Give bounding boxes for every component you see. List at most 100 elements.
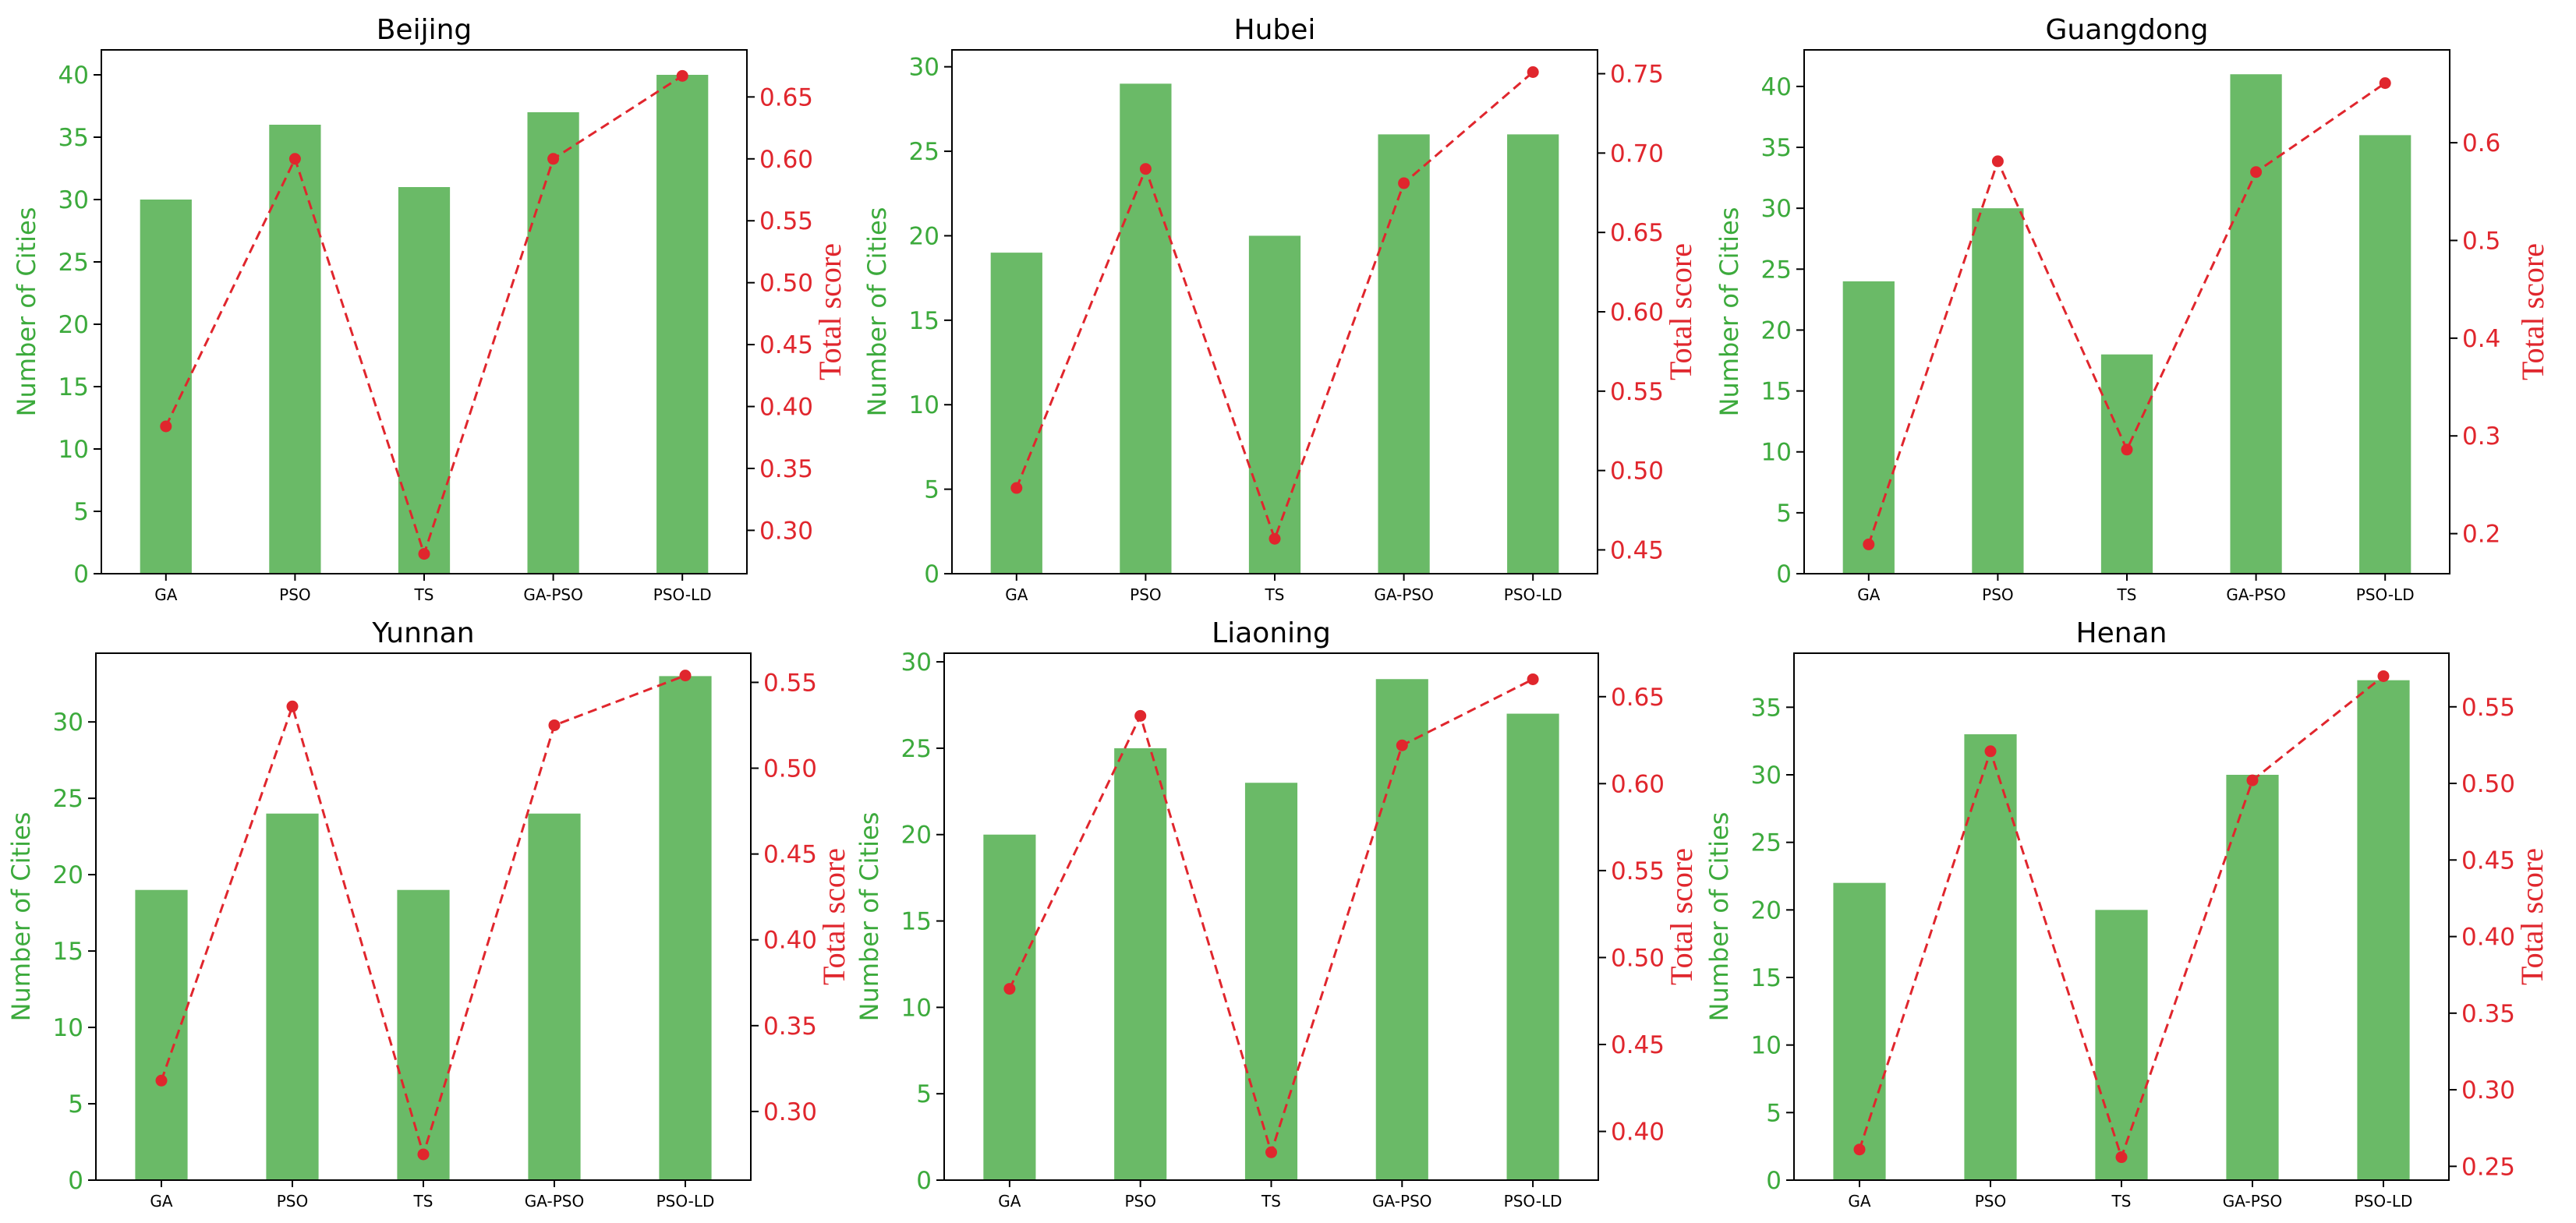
left-tick-label: 0 bbox=[73, 560, 89, 589]
left-tick-label: 30 bbox=[1761, 195, 1792, 223]
right-tick-label: 0.55 bbox=[1610, 378, 1664, 406]
right-tick-label: 0.2 bbox=[2462, 521, 2500, 549]
left-tick-label: 5 bbox=[68, 1090, 83, 1119]
left-tick-label: 20 bbox=[53, 861, 83, 889]
left-axis-label: Number of Cities bbox=[862, 207, 892, 417]
score-point-ts bbox=[1269, 532, 1281, 545]
right-tick-label: 0.35 bbox=[2461, 1000, 2515, 1028]
left-tick-label: 40 bbox=[58, 62, 89, 90]
left-axis-label: Number of Cities bbox=[855, 812, 884, 1022]
x-tick-label: GA-PSO bbox=[1374, 585, 1433, 604]
right-tick-label: 0.3 bbox=[2462, 422, 2500, 451]
left-tick-label: 10 bbox=[909, 391, 939, 419]
right-tick-label: 0.30 bbox=[2461, 1076, 2515, 1105]
left-tick-label: 20 bbox=[901, 822, 932, 850]
left-tick-label: 0 bbox=[1776, 560, 1792, 589]
left-tick-label: 25 bbox=[53, 785, 83, 813]
bar-pso-ld bbox=[1506, 713, 1559, 1180]
left-tick-label: 30 bbox=[53, 709, 83, 737]
left-tick-label: 0 bbox=[68, 1167, 83, 1195]
bar-pso bbox=[1114, 748, 1167, 1180]
left-tick-label: 0 bbox=[916, 1167, 932, 1195]
right-axis-label: Total score bbox=[816, 848, 851, 985]
chart-title: Hubei bbox=[1234, 14, 1316, 46]
x-tick-label: GA bbox=[154, 585, 177, 604]
score-point-pso bbox=[1991, 155, 2004, 168]
score-point-ga-pso bbox=[2246, 774, 2259, 786]
left-tick-label: 25 bbox=[901, 735, 932, 763]
left-tick-label: 40 bbox=[1761, 73, 1792, 101]
chart-panel: 0 5 10 15 20 25 30 35 40 0.30 0.35 0.40 0.45 0.50 0.55… bbox=[12, 14, 847, 604]
bar-ga bbox=[135, 889, 188, 1180]
left-tick-label: 35 bbox=[58, 124, 89, 152]
score-point-ga bbox=[1003, 983, 1016, 995]
chart-title: Beijing bbox=[377, 14, 472, 46]
score-point-pso-ld bbox=[2377, 670, 2390, 682]
right-tick-label: 0.30 bbox=[763, 1098, 817, 1126]
bar-ts bbox=[397, 889, 450, 1180]
score-point-pso bbox=[288, 153, 301, 165]
bar-ga bbox=[1842, 281, 1895, 574]
chart-title: Guangdong bbox=[2046, 14, 2209, 46]
right-axis-label: Total score bbox=[812, 243, 847, 380]
chart-panel: 0 5 10 15 20 25 30 0.30 0.35 0.40 0.45 0.50 0.55 GA PS… bbox=[6, 617, 851, 1211]
score-point-pso-ld bbox=[679, 670, 692, 682]
left-tick-label: 15 bbox=[1751, 964, 1782, 992]
left-tick-label: 5 bbox=[1776, 500, 1792, 528]
x-tick-label: TS bbox=[1261, 1192, 1281, 1211]
right-tick-label: 0.50 bbox=[2461, 770, 2515, 798]
left-tick-label: 20 bbox=[1751, 896, 1782, 924]
right-tick-label: 0.6 bbox=[2462, 129, 2500, 157]
right-tick-label: 0.75 bbox=[1610, 61, 1664, 89]
left-tick-label: 30 bbox=[901, 649, 932, 677]
score-point-ga bbox=[1863, 538, 1875, 550]
right-axis-label: Total score bbox=[2514, 848, 2549, 985]
bar-pso bbox=[1972, 208, 2024, 574]
right-tick-label: 0.60 bbox=[1610, 299, 1664, 327]
right-tick-label: 0.70 bbox=[1610, 140, 1664, 168]
right-tick-label: 0.40 bbox=[763, 927, 817, 955]
bar-ts bbox=[1244, 783, 1298, 1180]
x-tick-label: PSO bbox=[1130, 585, 1162, 604]
left-tick-label: 30 bbox=[1751, 762, 1782, 790]
bar-ga-pso bbox=[528, 813, 581, 1180]
x-tick-label: TS bbox=[1265, 585, 1285, 604]
right-tick-label: 0.65 bbox=[759, 83, 813, 111]
right-axis-label: Total score bbox=[1664, 848, 1699, 985]
right-tick-label: 0.4 bbox=[2462, 325, 2500, 353]
right-tick-label: 0.55 bbox=[2461, 694, 2515, 722]
x-tick-label: PSO bbox=[1982, 585, 2014, 604]
score-point-ga bbox=[160, 420, 172, 433]
right-tick-label: 0.45 bbox=[763, 841, 817, 869]
score-point-ga bbox=[1853, 1143, 1866, 1156]
score-point-ga-pso bbox=[548, 719, 561, 731]
left-axis-label: Number of Cities bbox=[1714, 207, 1744, 417]
left-axis-label: Number of Cities bbox=[1704, 812, 1734, 1022]
x-tick-label: GA bbox=[150, 1192, 172, 1211]
x-tick-label: GA-PSO bbox=[2226, 585, 2285, 604]
right-tick-label: 0.55 bbox=[759, 207, 813, 235]
right-tick-label: 0.45 bbox=[2461, 847, 2515, 875]
right-axis-label: Total score bbox=[2515, 243, 2550, 380]
right-tick-label: 0.45 bbox=[759, 331, 813, 359]
right-tick-label: 0.65 bbox=[1610, 219, 1664, 247]
score-point-pso bbox=[1139, 163, 1152, 175]
right-tick-label: 0.40 bbox=[1611, 1119, 1665, 1147]
chart-title: Yunnan bbox=[371, 617, 474, 649]
bar-pso-ld bbox=[2359, 135, 2411, 574]
x-tick-label: GA bbox=[1005, 585, 1028, 604]
left-tick-label: 20 bbox=[909, 222, 939, 250]
left-tick-label: 10 bbox=[58, 436, 89, 464]
left-tick-label: 15 bbox=[1761, 378, 1792, 406]
chart-title: Liaoning bbox=[1212, 617, 1331, 649]
score-point-ga-pso bbox=[2250, 166, 2263, 179]
chart-panel: 0 5 10 15 20 25 30 35 0.25 0.30 0.35 0.40 0.45 0.50 0.… bbox=[1704, 617, 2549, 1211]
bar-ga-pso bbox=[527, 112, 579, 574]
left-tick-label: 5 bbox=[924, 476, 939, 504]
score-point-pso-ld bbox=[1527, 673, 1539, 685]
right-tick-label: 0.45 bbox=[1611, 1031, 1665, 1059]
x-tick-label: GA bbox=[1848, 1192, 1870, 1211]
left-tick-label: 10 bbox=[53, 1014, 83, 1042]
bar-pso-ld bbox=[2357, 680, 2410, 1180]
left-axis-label: Number of Cities bbox=[6, 812, 36, 1022]
